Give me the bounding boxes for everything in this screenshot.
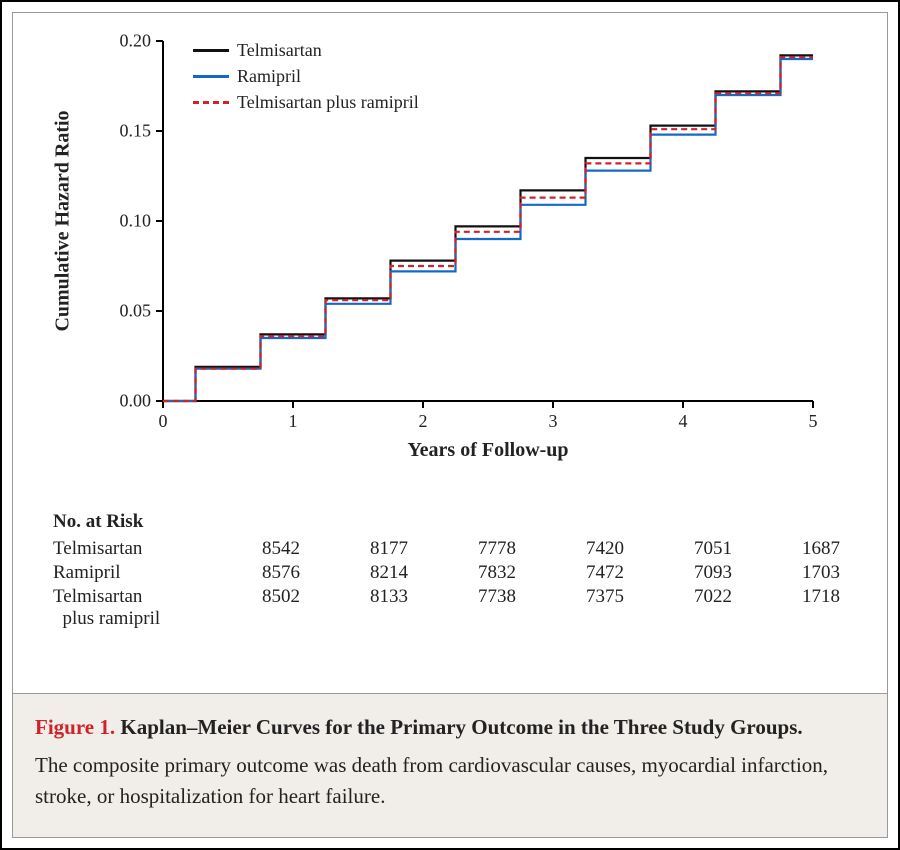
risk-cell: 8542 <box>227 537 335 561</box>
risk-cell: 7051 <box>659 537 767 561</box>
caption-title: Kaplan–Meier Curves for the Primary Outc… <box>120 715 802 739</box>
x-tick <box>682 401 684 408</box>
x-tick-label: 5 <box>809 411 818 432</box>
x-tick <box>812 401 814 408</box>
plot-region: 012345 0.000.050.100.150.20 Years of Fol… <box>163 41 813 401</box>
legend: TelmisartanRamiprilTelmisartan plus rami… <box>193 37 419 115</box>
km-chart: 0 1 2 3 4 5 0.00 0.05 0.10 0.15 0.20 Years of Fol… <box>13 13 887 503</box>
risk-cell: 7472 <box>551 561 659 585</box>
y-tick <box>156 40 163 42</box>
x-tick <box>292 401 294 408</box>
risk-cell: 1703 <box>767 561 875 585</box>
legend-label: Telmisartan <box>237 37 322 63</box>
y-tick <box>156 400 163 402</box>
y-tick <box>156 130 163 132</box>
caption-body: The composite primary outcome was death … <box>35 750 865 811</box>
risk-cell: 8214 <box>335 561 443 585</box>
legend-swatch <box>193 49 229 52</box>
y-tick <box>156 220 163 222</box>
no-at-risk-table: No. at Risk Telmisartan85428177777874207… <box>13 503 887 645</box>
y-axis-title: Cumulative Hazard Ratio <box>52 110 75 331</box>
y-tick <box>156 310 163 312</box>
legend-item: Telmisartan plus ramipril <box>193 89 419 115</box>
risk-cell: 7093 <box>659 561 767 585</box>
x-tick-label: 3 <box>549 411 558 432</box>
y-tick-label: 0.15 <box>120 121 152 142</box>
legend-label: Ramipril <box>237 63 301 89</box>
figure-inner: 0 1 2 3 4 5 0.00 0.05 0.10 0.15 0.20 Years of Fol… <box>12 12 888 838</box>
x-tick <box>422 401 424 408</box>
risk-cell: 7420 <box>551 537 659 561</box>
legend-item: Telmisartan <box>193 37 419 63</box>
risk-row-label: Telmisartan plus ramipril <box>37 585 227 631</box>
risk-cell: 8133 <box>335 585 443 631</box>
legend-swatch <box>193 101 229 104</box>
y-tick-label: 0.10 <box>120 211 152 232</box>
x-tick-label: 0 <box>159 411 168 432</box>
y-tick-label: 0.20 <box>120 31 152 52</box>
x-tick-label: 1 <box>289 411 298 432</box>
figure-frame: 0 1 2 3 4 5 0.00 0.05 0.10 0.15 0.20 Years of Fol… <box>0 0 900 850</box>
y-tick-label: 0.05 <box>120 301 152 322</box>
risk-table-title: No. at Risk <box>53 511 863 533</box>
legend-swatch <box>193 75 229 78</box>
legend-item: Ramipril <box>193 63 419 89</box>
x-axis-title: Years of Follow-up <box>407 439 568 462</box>
x-tick-label: 2 <box>419 411 428 432</box>
x-tick-label: 4 <box>679 411 688 432</box>
risk-cell: 7738 <box>443 585 551 631</box>
x-tick <box>552 401 554 408</box>
risk-cell: 7375 <box>551 585 659 631</box>
risk-cell: 8502 <box>227 585 335 631</box>
risk-row-label: Telmisartan <box>37 537 227 561</box>
risk-cell: 8576 <box>227 561 335 585</box>
risk-cell: 1687 <box>767 537 875 561</box>
risk-cell: 7832 <box>443 561 551 585</box>
caption-label: Figure 1. <box>35 715 115 739</box>
legend-label: Telmisartan plus ramipril <box>237 89 419 115</box>
risk-cell: 1718 <box>767 585 875 631</box>
risk-row-label: Ramipril <box>37 561 227 585</box>
risk-cell: 7778 <box>443 537 551 561</box>
risk-cell: 7022 <box>659 585 767 631</box>
y-tick-label: 0.00 <box>120 391 152 412</box>
figure-caption: Figure 1. Kaplan–Meier Curves for the Pr… <box>13 693 887 837</box>
risk-cell: 8177 <box>335 537 443 561</box>
